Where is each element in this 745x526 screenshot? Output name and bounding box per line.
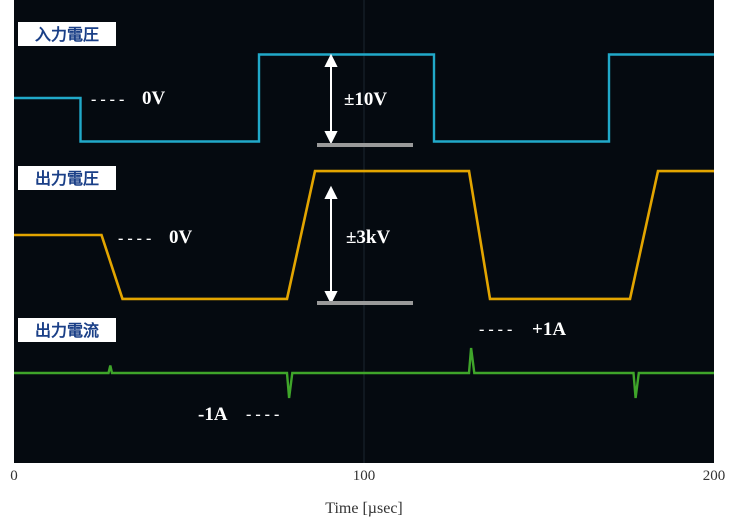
zero-marker: - - - - (91, 91, 124, 108)
x-tick-label: 0 (10, 468, 18, 484)
series-label: 出力電圧 (35, 169, 99, 188)
channel-badge (18, 166, 116, 190)
channel-badge (18, 22, 116, 46)
reference-bar (317, 301, 413, 305)
oscilloscope-plot: 入力電圧 - - - - 0V ±10V 出力電圧 - - - - 0V ±3k… (14, 0, 714, 463)
amplitude-label: ±3kV (346, 227, 390, 248)
series-label: 出力電流 (35, 321, 99, 340)
amplitude-arrow (324, 53, 338, 145)
current-marker: - - - - (479, 321, 512, 338)
trace-output-current (14, 347, 714, 399)
amplitude-label: ±10V (344, 89, 387, 110)
current-marker: - - - - (246, 406, 279, 423)
zero-label: 0V (142, 88, 166, 109)
reference-bar (317, 143, 413, 147)
series-label: 入力電圧 (35, 25, 99, 44)
channel-badge (18, 318, 116, 342)
amplitude-arrow (324, 185, 338, 305)
trace-input-voltage (14, 53, 714, 143)
x-tick-label: 100 (352, 468, 376, 484)
x-tick-label: 200 (702, 468, 726, 484)
x-axis-label: Time [µsec] (325, 500, 403, 517)
positive-current-label: +1A (532, 319, 566, 340)
trace-output-voltage (14, 169, 714, 301)
negative-current-label: -1A (198, 404, 228, 425)
zero-marker: - - - - (118, 230, 151, 247)
zero-label: 0V (169, 227, 193, 248)
